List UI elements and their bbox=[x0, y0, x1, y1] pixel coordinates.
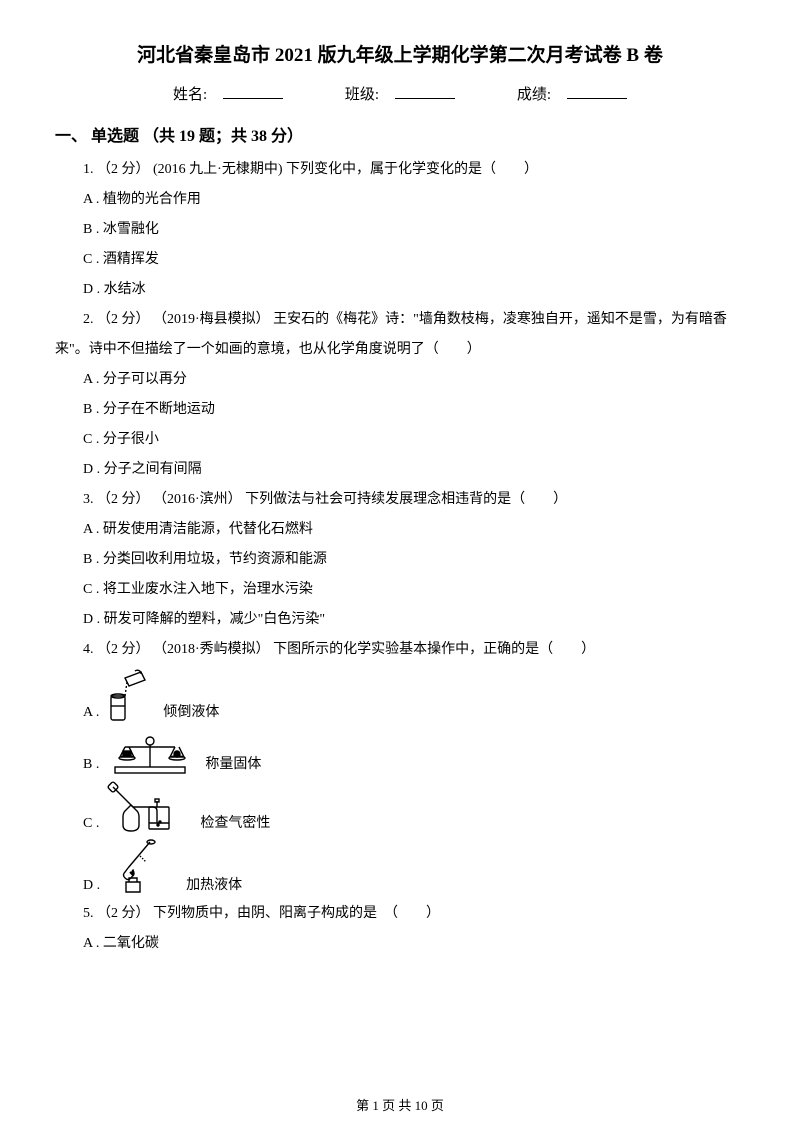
q4-option-b: B . 称量固体 bbox=[83, 727, 745, 775]
q5-option-a: A . 二氧化碳 bbox=[55, 930, 745, 958]
q4-d-label: D . bbox=[83, 875, 100, 896]
score-label: 成绩: bbox=[517, 87, 551, 103]
q3-option-a: A . 研发使用清洁能源，代替化石燃料 bbox=[55, 516, 745, 544]
q4-c-label: C . bbox=[83, 813, 99, 834]
q4-d-caption: 加热液体 bbox=[186, 875, 242, 896]
page-footer: 第 1 页 共 10 页 bbox=[0, 1095, 800, 1114]
name-blank bbox=[223, 83, 283, 99]
page-title: 河北省秦皇岛市 2021 版九年级上学期化学第二次月考试卷 B 卷 bbox=[55, 40, 745, 67]
q2-stem-line2: 来"。诗中不但描绘了一个如画的意境，也从化学角度说明了（ ） bbox=[55, 336, 745, 364]
q4-a-label: A . bbox=[83, 702, 99, 723]
info-row: 姓名: 班级: 成绩: bbox=[55, 83, 745, 104]
section-header: 一、 单选题 （共 19 题；共 38 分） bbox=[55, 122, 745, 146]
q3-stem: 3. （2 分） （2016·滨州） 下列做法与社会可持续发展理念相违背的是（ … bbox=[55, 486, 745, 514]
q2-option-a: A . 分子可以再分 bbox=[55, 366, 745, 394]
q1-option-c: C . 酒精挥发 bbox=[55, 246, 745, 274]
pouring-liquid-icon bbox=[105, 668, 153, 723]
q4-b-label: B . bbox=[83, 754, 99, 775]
name-label: 姓名: bbox=[173, 87, 207, 103]
q4-option-c: C . 检查气密性 bbox=[83, 779, 745, 834]
balance-scale-icon bbox=[105, 727, 195, 775]
q2-option-b: B . 分子在不断地运动 bbox=[55, 396, 745, 424]
q5-stem: 5. （2 分） 下列物质中，由阴、阳离子构成的是 （ ） bbox=[55, 900, 745, 928]
q4-c-caption: 检查气密性 bbox=[200, 813, 270, 834]
q2-option-d: D . 分子之间有间隔 bbox=[55, 456, 745, 484]
q3-option-c: C . 将工业废水注入地下，治理水污染 bbox=[55, 576, 745, 604]
q2-stem-line1: 2. （2 分） （2019·梅县模拟） 王安石的《梅花》诗："墙角数枝梅，凌寒… bbox=[55, 306, 745, 334]
q1-stem: 1. （2 分） (2016 九上·无棣期中) 下列变化中，属于化学变化的是（ … bbox=[55, 156, 745, 184]
score-blank bbox=[567, 83, 627, 99]
q3-option-b: B . 分类回收利用垃圾，节约资源和能源 bbox=[55, 546, 745, 574]
airtightness-check-icon bbox=[105, 779, 190, 834]
class-blank bbox=[395, 83, 455, 99]
q1-option-b: B . 冰雪融化 bbox=[55, 216, 745, 244]
q4-a-caption: 倾倒液体 bbox=[163, 702, 219, 723]
q4-option-a: A . 倾倒液体 bbox=[83, 668, 745, 723]
q4-b-caption: 称量固体 bbox=[205, 754, 261, 775]
q1-option-d: D . 水结冰 bbox=[55, 276, 745, 304]
q4-option-d: D . 加热液体 bbox=[83, 838, 745, 896]
heating-liquid-icon bbox=[106, 838, 176, 896]
q1-option-a: A . 植物的光合作用 bbox=[55, 186, 745, 214]
q3-option-d: D . 研发可降解的塑料，减少"白色污染" bbox=[55, 606, 745, 634]
q4-stem: 4. （2 分） （2018·秀屿模拟） 下图所示的化学实验基本操作中，正确的是… bbox=[55, 636, 745, 664]
class-label: 班级: bbox=[345, 87, 379, 103]
q2-option-c: C . 分子很小 bbox=[55, 426, 745, 454]
